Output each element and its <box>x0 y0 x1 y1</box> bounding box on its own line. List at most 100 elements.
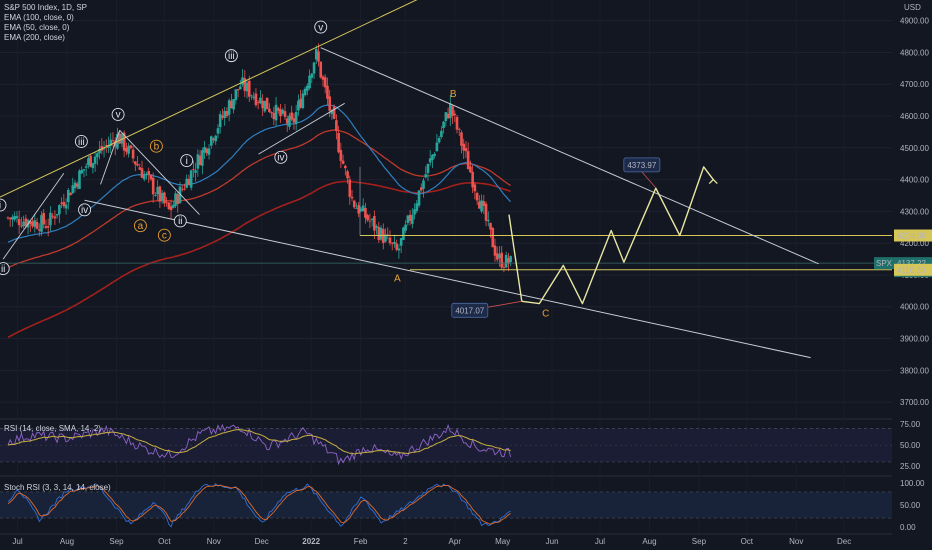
wave-label: iii <box>228 51 235 62</box>
candle-body <box>33 220 37 227</box>
legend: S&P 500 Index, 1D, SP EMA (100, close, 0… <box>4 3 87 43</box>
candle-body <box>120 133 124 144</box>
candle-body <box>259 97 262 104</box>
x-tick-label: May <box>495 537 510 546</box>
candle-body <box>489 222 492 230</box>
candle-body <box>109 139 113 146</box>
y-tick-label: 4500.00 <box>900 144 929 153</box>
candle-body <box>359 208 363 212</box>
candle-body <box>60 202 63 204</box>
candle-body <box>232 99 235 110</box>
candle-body <box>252 96 256 99</box>
candle-body <box>502 266 506 268</box>
candle-body <box>404 224 407 231</box>
candle-body <box>288 115 291 127</box>
candle-body <box>207 148 211 155</box>
candle-body <box>312 62 316 74</box>
wave-label: i <box>186 156 188 167</box>
x-tick-label: Dec <box>837 537 851 546</box>
trend-drawings: 4373.97 4017.07 <box>0 0 892 359</box>
candle-body <box>87 158 90 166</box>
candle-body <box>261 100 264 109</box>
wave-label: i <box>0 200 1 211</box>
candle-body <box>250 95 253 97</box>
candle-body <box>89 155 92 167</box>
candles <box>6 43 512 273</box>
x-tick-label: Feb <box>354 537 368 546</box>
candle-body <box>55 213 59 216</box>
y-tick-label: 4200.00 <box>900 239 929 248</box>
candle-body <box>337 132 340 153</box>
candle-body <box>58 204 61 215</box>
y-tick-label: 4400.00 <box>900 176 929 185</box>
candle-body <box>335 120 338 132</box>
candle-body <box>44 226 48 228</box>
candle-body <box>433 153 436 156</box>
candle-body <box>178 186 182 204</box>
callout-leader <box>641 171 657 189</box>
candle-body <box>408 214 412 221</box>
candle-body <box>285 118 289 124</box>
wave-label: v <box>318 22 323 33</box>
candle-body <box>156 187 159 195</box>
candle-body <box>160 192 164 201</box>
y-tick-label: 4900.00 <box>900 17 929 26</box>
candle-body <box>478 201 481 209</box>
candle-body <box>384 234 387 242</box>
candle-body <box>419 187 423 191</box>
impulse-line <box>2 172 65 260</box>
wave-label: b <box>154 142 160 153</box>
callout-text: 4017.07 <box>455 306 484 315</box>
candle-body <box>272 112 276 120</box>
y-tick-label: 4700.00 <box>900 80 929 89</box>
candle-body <box>131 149 135 159</box>
candle-body <box>29 221 32 224</box>
candle-body <box>180 188 184 190</box>
candle-body <box>375 226 378 228</box>
x-tick-label: Sep <box>692 537 707 546</box>
candle-body <box>62 201 66 207</box>
candle-body <box>426 163 430 174</box>
wave-label-circle <box>78 203 92 217</box>
candle-body <box>198 155 202 165</box>
wave-iv-line <box>258 102 345 155</box>
candle-body <box>216 128 220 134</box>
candle-body <box>270 112 273 114</box>
upper-channel-line <box>0 0 418 198</box>
x-tick-label: Jul <box>595 537 605 546</box>
candle-body <box>136 164 139 166</box>
candle-body <box>127 145 130 154</box>
candle-body <box>276 107 280 111</box>
x-tick-label: Jul <box>12 537 22 546</box>
axes: 4900.00 4800.00 4700.00 4600.00 4500.00 4400.… <box>12 3 929 546</box>
candle-body <box>399 237 403 246</box>
candle-body <box>142 174 146 180</box>
candle-body <box>507 258 510 264</box>
candle-body <box>122 132 126 151</box>
candle-body <box>341 160 345 164</box>
rsi-ma-line <box>7 429 511 455</box>
x-tick-label: Oct <box>741 537 754 546</box>
candle-body <box>66 189 70 203</box>
candle-body <box>104 144 108 146</box>
candle-body <box>102 148 106 150</box>
candle-body <box>96 153 99 158</box>
candle-body <box>22 221 25 227</box>
price-tag-text: 4116.20 <box>897 266 926 275</box>
candle-body <box>455 116 459 130</box>
candle-body <box>460 132 463 146</box>
candle-body <box>393 242 396 244</box>
candle-body <box>6 217 10 219</box>
descending-support-line <box>84 199 811 359</box>
x-tick-label: Aug <box>60 537 74 546</box>
candle-body <box>473 184 477 192</box>
candle-body <box>317 51 320 62</box>
candle-body <box>390 242 394 244</box>
candle-body <box>17 219 21 226</box>
wave-label-circle <box>0 198 7 212</box>
candle-body <box>225 111 229 116</box>
candle-body <box>330 109 334 115</box>
y-tick-label: 4300.00 <box>900 207 929 216</box>
